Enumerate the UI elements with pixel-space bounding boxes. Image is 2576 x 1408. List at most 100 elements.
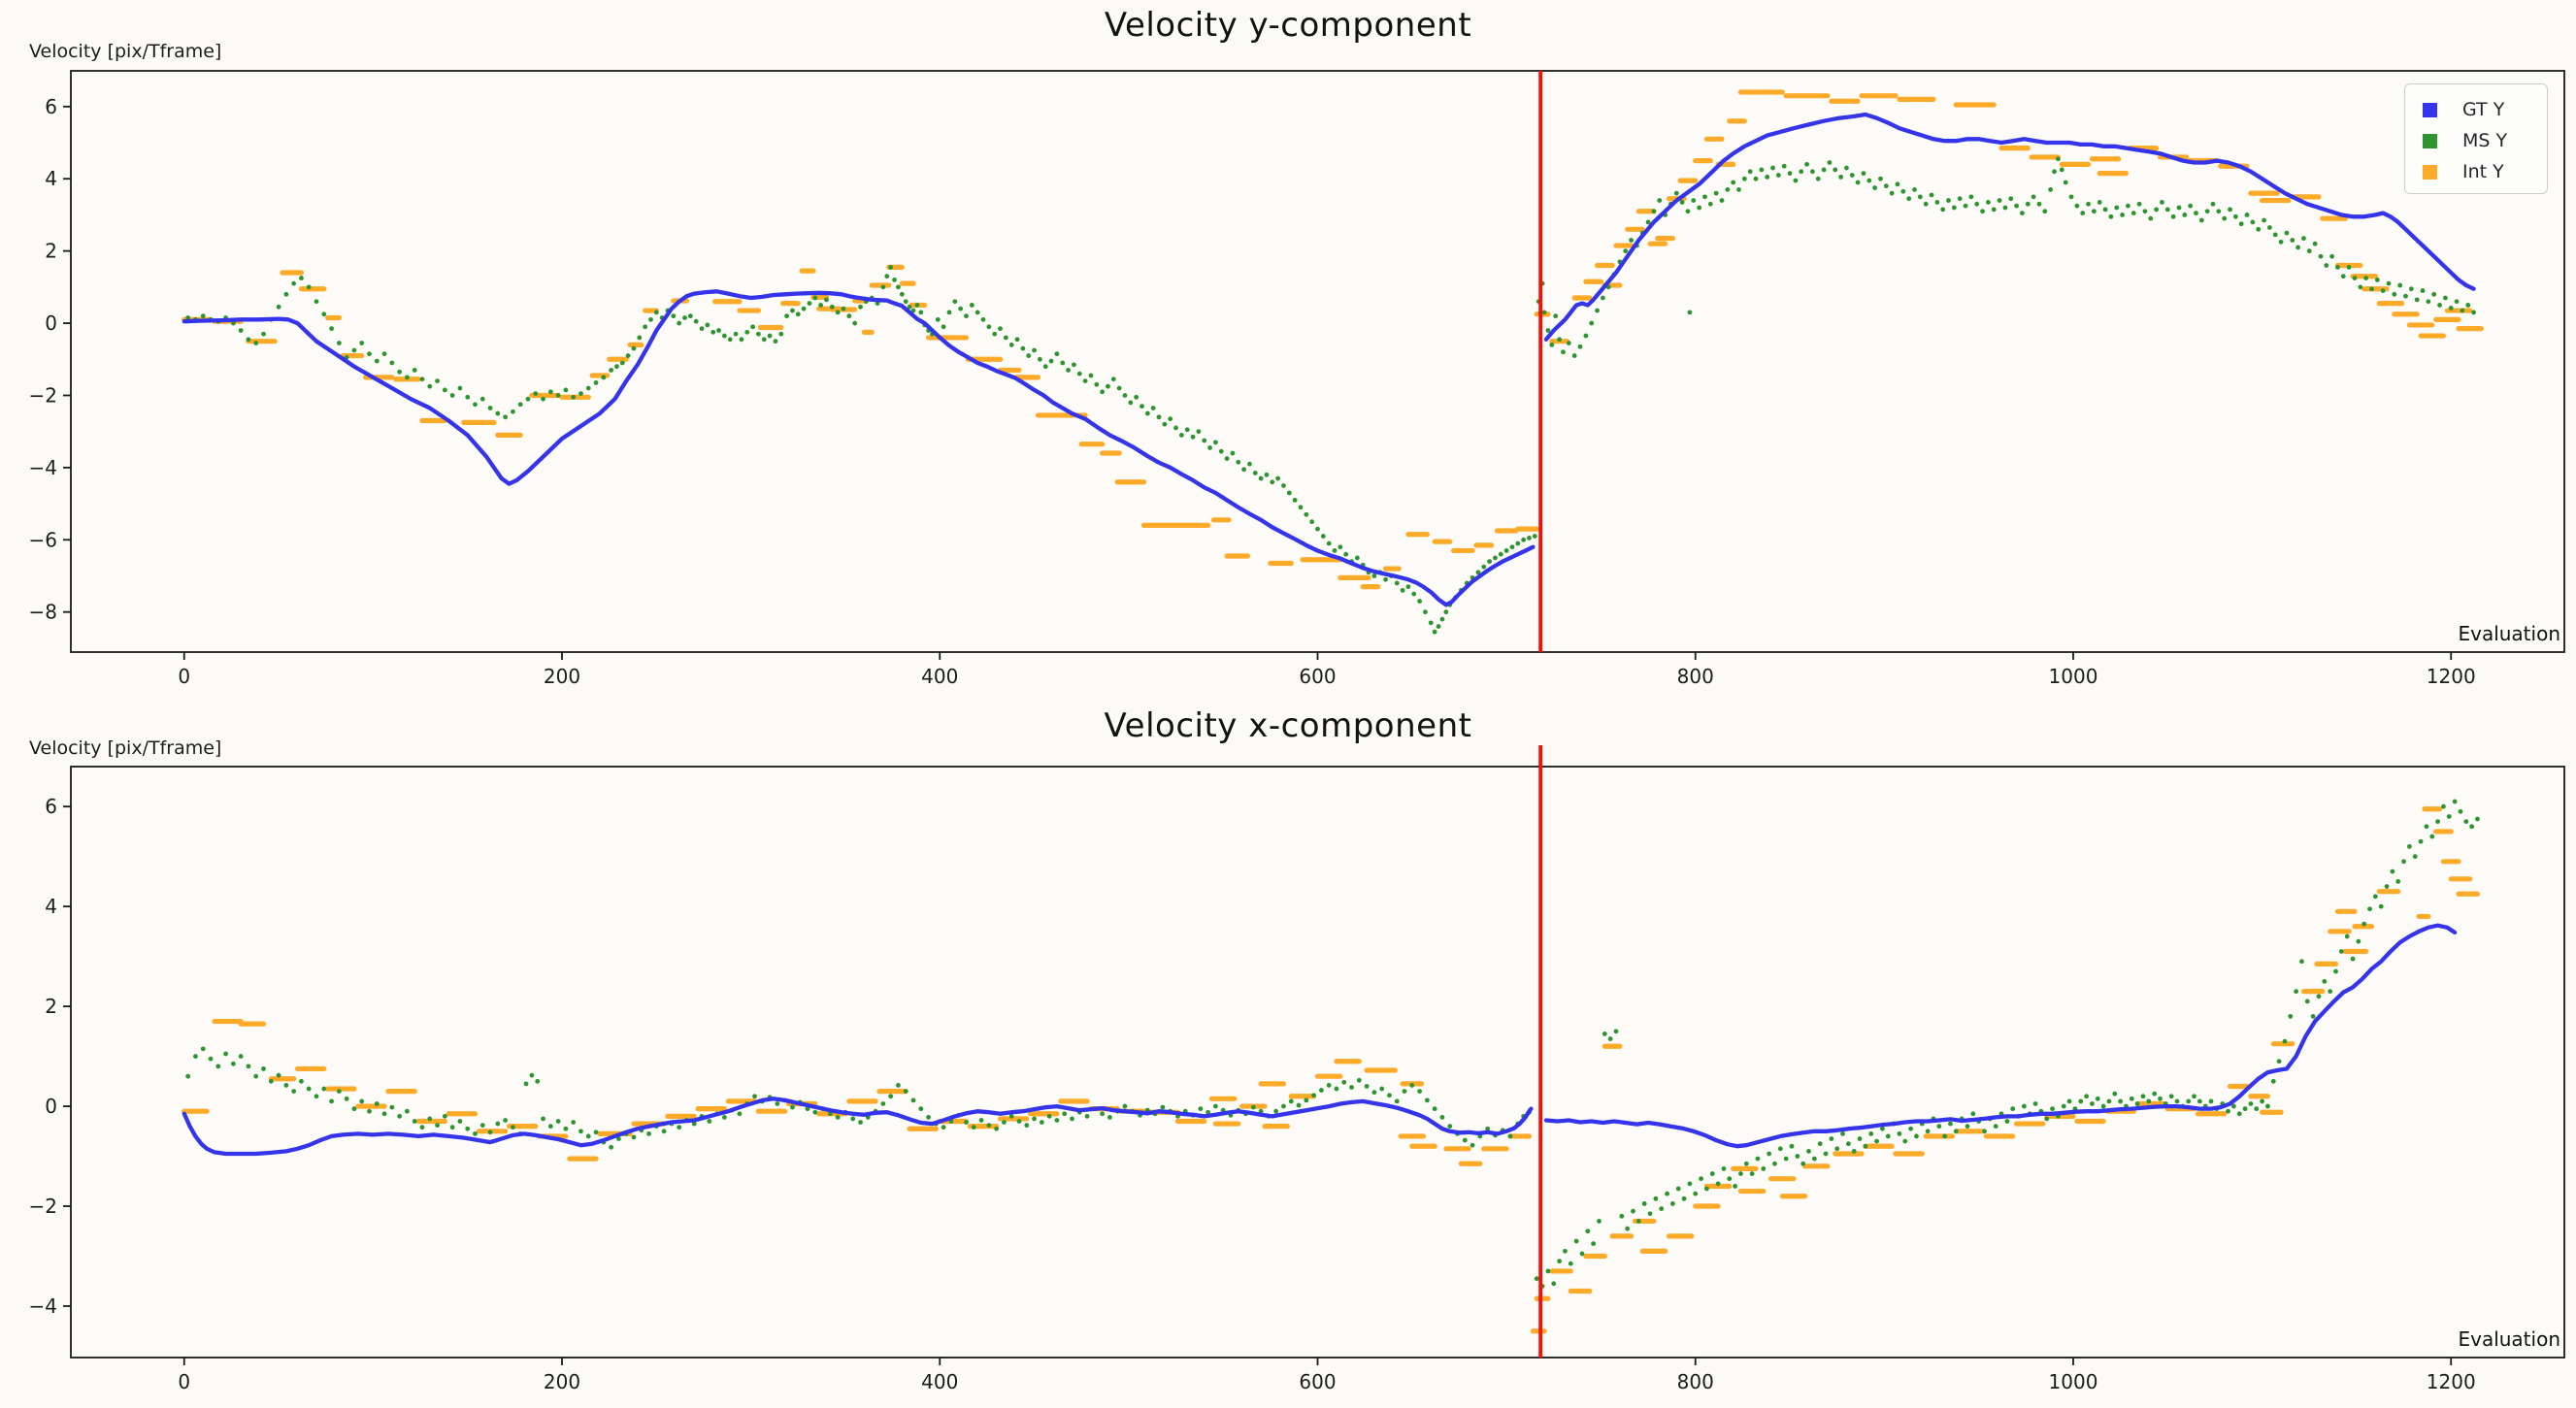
- ms-point: [1906, 196, 1912, 202]
- ms-point: [739, 337, 744, 343]
- ms-point: [1568, 1261, 1573, 1266]
- ms-point: [283, 1083, 289, 1088]
- ms-point: [1845, 1141, 1851, 1147]
- ms-point: [2063, 180, 2068, 185]
- gt-line-series: [182, 112, 2476, 607]
- ms-point: [1439, 1114, 1445, 1120]
- ms-point: [2429, 834, 2435, 839]
- ms-point: [1600, 295, 1605, 301]
- ms-point: [2318, 253, 2324, 259]
- ms-point: [2304, 999, 2310, 1004]
- ms-point: [397, 369, 403, 375]
- ms-point: [238, 1054, 244, 1059]
- ms-point: [1878, 176, 1883, 181]
- ms-point: [677, 320, 682, 326]
- ms-point: [946, 310, 952, 315]
- ms-point: [1515, 540, 1521, 546]
- x-tick-label: 400: [921, 665, 958, 688]
- ms-point: [1970, 1111, 1976, 1117]
- ms-point: [1908, 1126, 1914, 1131]
- ms-point: [329, 1098, 334, 1104]
- ms-point: [2100, 1103, 2106, 1109]
- ms-point: [2095, 1096, 2100, 1101]
- ms-point: [918, 1106, 924, 1112]
- ms-point: [1917, 194, 1923, 200]
- ms-point: [374, 1101, 380, 1106]
- ms-point: [2222, 215, 2228, 221]
- ms-point: [2196, 1098, 2202, 1104]
- ms-point: [1895, 181, 1900, 187]
- ms-point: [2112, 1091, 2118, 1097]
- ms-point: [2361, 921, 2367, 927]
- ms-point: [1304, 1097, 1309, 1103]
- ms-point: [601, 375, 607, 380]
- ms-point: [1986, 200, 1991, 205]
- ms-point: [2322, 978, 2328, 984]
- ms-point: [1343, 551, 1349, 557]
- ms-point: [1016, 1119, 1022, 1124]
- ms-point: [824, 297, 829, 303]
- ms-point: [2295, 245, 2300, 250]
- legend-item-gt: GT Y: [2405, 94, 2547, 125]
- ms-point: [2130, 211, 2136, 215]
- ms-point: [2290, 238, 2295, 243]
- ms-point: [541, 396, 545, 402]
- ms-point: [2431, 291, 2437, 297]
- gt-line: [1543, 923, 2458, 1149]
- ms-point: [2136, 201, 2142, 207]
- ms-point: [200, 1046, 206, 1052]
- ms-point: [880, 284, 886, 290]
- ms-point: [1014, 337, 1020, 343]
- ms-point: [1008, 1113, 1014, 1119]
- ms-point: [1857, 1136, 1863, 1141]
- ms-point: [1787, 171, 1793, 177]
- ms-point: [1625, 1226, 1631, 1231]
- ms-point: [1218, 448, 1224, 454]
- ms-point: [283, 291, 289, 297]
- ms-point: [457, 1119, 463, 1124]
- ms-point: [2392, 291, 2397, 297]
- ms-point: [1963, 203, 1968, 209]
- ms-point: [1799, 169, 1804, 175]
- ms-point: [1991, 207, 1997, 213]
- ms-point: [215, 1064, 221, 1069]
- ms-point: [1032, 1116, 1037, 1122]
- ms-point: [2148, 215, 2154, 221]
- ms-point: [487, 406, 493, 410]
- ms-point: [1281, 483, 1286, 488]
- ms-point: [2299, 959, 2304, 965]
- ms-point: [367, 1108, 372, 1114]
- ms-point: [1424, 1097, 1430, 1103]
- ms-point: [253, 341, 259, 345]
- ms-point: [2236, 1111, 2242, 1117]
- ms-point: [1088, 373, 1094, 378]
- ms-point: [1106, 383, 1110, 389]
- ms-point: [1144, 410, 1150, 416]
- plot1-evaluation-label: Evaluation: [2458, 622, 2560, 645]
- ms-point: [2284, 230, 2290, 236]
- ms-point: [230, 1061, 236, 1066]
- ms-point: [1298, 505, 1304, 510]
- ms-point: [2412, 854, 2418, 860]
- ms-point: [899, 291, 905, 297]
- ms-point: [1002, 1120, 1007, 1125]
- y-tick-label: 0: [45, 1095, 57, 1118]
- ms-point: [1507, 1133, 1513, 1139]
- ms-point: [1880, 1126, 1885, 1131]
- ms-point: [958, 306, 964, 311]
- ms-point: [593, 380, 599, 385]
- ms-point: [974, 310, 980, 315]
- ms-point: [1942, 1133, 1948, 1139]
- ms-point: [2454, 299, 2460, 305]
- ms-point: [1914, 1133, 1919, 1139]
- ms-point: [1749, 1171, 1755, 1176]
- ms-point: [2294, 989, 2299, 995]
- ms-point: [1585, 1228, 1591, 1234]
- ms-point: [750, 324, 755, 330]
- ms-point: [1371, 1090, 1377, 1096]
- ms-point: [1709, 1171, 1715, 1176]
- ms-point: [671, 313, 677, 319]
- ms-point: [795, 311, 801, 317]
- ms-point: [1595, 308, 1600, 313]
